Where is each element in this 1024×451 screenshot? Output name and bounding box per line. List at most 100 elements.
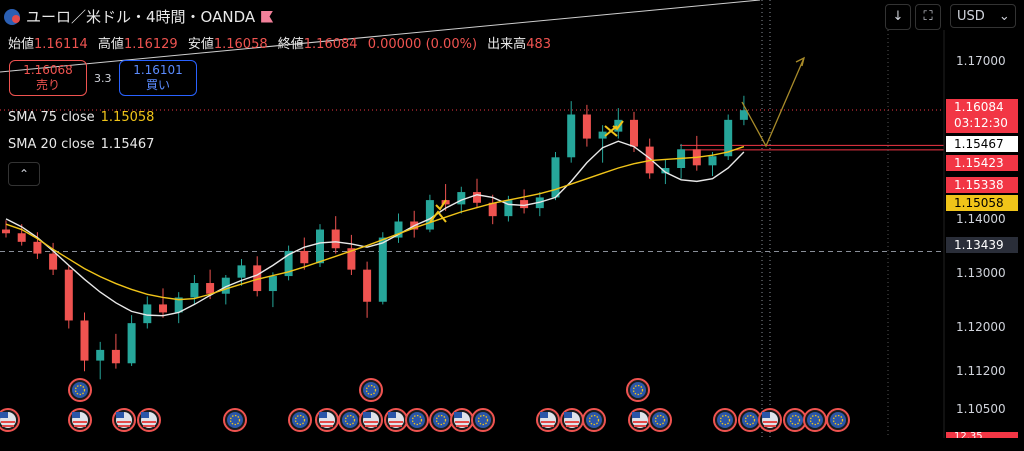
bottom-bar (0, 438, 1024, 451)
candle-body (284, 250, 293, 277)
candle-body (49, 253, 58, 270)
candle-body (33, 241, 42, 254)
high-label: 高値 (97, 37, 124, 52)
check-marker (435, 199, 447, 211)
bar-countdown: 03:12:30 (954, 116, 1008, 130)
candle-body (206, 283, 215, 294)
low-value: 1.16058 (213, 37, 268, 52)
sma75-legend[interactable]: SMA 75 close 1.15058 (8, 110, 154, 125)
sell-label: 売り (35, 78, 60, 92)
candle-body (520, 200, 529, 209)
us-flag-canton (388, 412, 396, 418)
symbol-header[interactable]: ユーロ／米ドル・4時間・OANDA (4, 6, 274, 27)
spread-value: 3.3 (94, 72, 112, 85)
high-value: 1.16129 (123, 37, 178, 52)
us-flag-canton (0, 412, 8, 418)
eu-flag-icon (72, 382, 88, 398)
eu-flag-icon (787, 412, 803, 428)
candle-body (739, 110, 748, 120)
eu-flag-stars (435, 414, 447, 426)
candle-body (2, 229, 10, 234)
us-flag-canton (564, 412, 572, 418)
chevron-up-icon: ⌃ (18, 167, 30, 181)
buy-label: 買い (145, 78, 170, 92)
low-label: 安値 (187, 37, 214, 52)
candle-body (80, 320, 89, 361)
buy-signal-marker (429, 210, 447, 223)
eu-flag-icon (742, 412, 758, 428)
sma75-label: SMA 75 close (8, 110, 95, 125)
buy-button[interactable]: 1.16101 買い (119, 60, 197, 96)
sell-button[interactable]: 1.16068 売り (9, 60, 87, 96)
candle-body (237, 265, 246, 278)
eu-flag-stars (654, 414, 666, 426)
sma75-price-tag: 1.15058 (946, 195, 1018, 211)
eu-flag-stars (719, 414, 731, 426)
check-marker (612, 120, 624, 131)
candle-body (598, 131, 607, 139)
candle-body (363, 269, 372, 302)
eu-flag-icon (630, 382, 646, 398)
eu-flag-stars (365, 384, 377, 396)
candle-body (253, 265, 262, 292)
price-tick: 1.14000 (956, 212, 1006, 226)
candle-body (111, 349, 120, 364)
partial-price-tag: 12.35 (946, 432, 1018, 442)
eu-flag-icon (292, 412, 308, 428)
open-value: 1.16114 (34, 37, 88, 52)
eu-flag-stars (588, 414, 600, 426)
current-price-tag: 1.16084 03:12:30 (946, 99, 1018, 133)
open-label: 始値 (8, 37, 35, 52)
us-flag-canton (72, 412, 80, 418)
currency-select[interactable]: USD ⌄ (950, 4, 1016, 28)
dashed-level-tag: 1.13439 (946, 237, 1018, 253)
volume-value: 483 (526, 37, 552, 52)
fullscreen-icon: ⛶ (923, 9, 933, 24)
candle-body (316, 229, 324, 264)
eu-flag-icon (586, 412, 602, 428)
price-tick: 1.10500 (956, 402, 1006, 416)
flag-icon[interactable] (261, 10, 274, 23)
eu-flag-icon (830, 412, 846, 428)
candle-body (473, 192, 481, 203)
us-flag-canton (363, 412, 371, 418)
sma20-line (5, 140, 745, 317)
arrow-head (795, 56, 805, 67)
eu-flag-stars (411, 414, 423, 426)
eu-flag-stars (477, 414, 489, 426)
eu-flag-icon (227, 412, 243, 428)
candle-body (488, 202, 497, 217)
candle-body (174, 297, 183, 313)
eu-flag-icon (652, 412, 668, 428)
price-tick: 1.12000 (956, 320, 1006, 334)
collapse-legend-button[interactable]: ⌃ (8, 162, 40, 186)
us-flag-canton (141, 412, 149, 418)
candle-body (567, 114, 576, 158)
us-flag-canton (454, 412, 462, 418)
candle-body (268, 276, 277, 292)
candle-body (378, 237, 387, 302)
us-flag-canton (762, 412, 770, 418)
sell-price: 1.16068 (23, 63, 73, 77)
candle-body (300, 250, 309, 264)
candle-body (127, 323, 136, 364)
eu-flag-stars (809, 414, 821, 426)
eu-flag-stars (789, 414, 801, 426)
us-flag-canton (540, 412, 548, 418)
sma20-legend[interactable]: SMA 20 close 1.15467 (8, 137, 154, 152)
sma75-value: 1.15058 (100, 110, 155, 125)
level-price-tag: 1.15423 (946, 155, 1018, 171)
fullscreen-button[interactable]: ⛶ (915, 4, 941, 30)
candle-body (582, 114, 591, 139)
us-flag-canton (116, 412, 124, 418)
us-flag-canton (319, 412, 327, 418)
download-button[interactable]: ↓ (885, 4, 911, 30)
chevron-down-icon: ⌄ (998, 9, 1010, 24)
eu-flag-icon (475, 412, 491, 428)
eu-flag-stars (344, 414, 356, 426)
candle-body (331, 229, 340, 249)
candle-body (394, 221, 403, 238)
candle-body (724, 119, 733, 157)
arrow-down-icon: ↓ (892, 9, 904, 24)
